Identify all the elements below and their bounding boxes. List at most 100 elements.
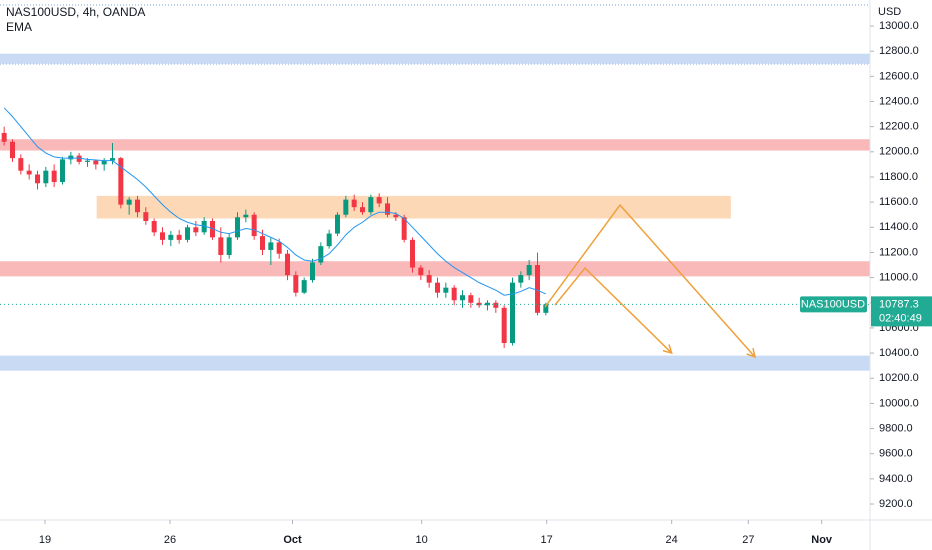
candle-body [285,253,290,276]
candle-body [268,242,274,250]
price-tag-countdown: 02:40:49 [879,312,922,324]
candle-body [326,233,332,247]
candle-body [10,141,15,159]
candle-body [26,170,32,175]
candle-body [351,199,357,208]
candle-body [235,217,240,238]
y-tick-label: 11200.0 [879,246,918,258]
candle-body [93,160,99,165]
x-tick-label: Oct [283,534,302,546]
x-tick-label: 19 [39,534,51,546]
candle-body [543,304,549,313]
candle-body [451,287,457,301]
zone [0,355,870,371]
candle-body [426,275,432,283]
candle-body [301,280,307,293]
x-tick-label: 17 [541,534,553,546]
candle-body [310,262,315,281]
y-tick-label: 12400.0 [879,95,919,107]
zone [0,139,870,151]
candle-body [143,212,149,222]
candle-body [485,302,490,306]
candle-body [468,295,474,303]
price-tag-name: NAS100USD [801,298,865,310]
arrow-head [746,348,757,359]
forecast-path [554,266,673,354]
candle-body [160,232,165,240]
y-tick-label: 11000.0 [879,272,918,284]
price-tag-name-bg [800,296,867,313]
candle-body [210,221,215,238]
price-tag-value: 10787.3 [879,298,919,310]
x-tick-label: 26 [164,534,176,546]
candle-body [243,214,249,218]
chart-title: NAS100USD, 4h, OANDA [6,5,145,19]
candle-body [218,237,224,255]
ema-line [3,107,547,296]
candle-body [51,170,57,183]
candle-body [385,203,390,215]
candle-body [126,199,132,205]
price-tag-bg [871,296,932,327]
candle-body [43,170,49,184]
x-tick-label: 24 [666,534,678,546]
candle-body [110,158,115,161]
y-tick-label: 13000.0 [879,20,919,32]
candle-body [185,227,190,240]
candle-body [260,236,265,250]
candle-body [443,287,449,293]
candle-body [60,159,65,183]
y-tick-label: 10200.0 [879,372,919,384]
candle-body [118,158,124,205]
candle-body [76,155,82,162]
y-tick-label: 9600.0 [879,448,913,460]
candle-body [393,214,399,218]
zones [0,53,870,371]
zone [96,195,731,219]
candle-body [226,237,232,255]
zone [0,53,870,64]
candle-body [343,199,349,215]
candle-body [518,275,524,283]
y-tick-label: 9400.0 [879,473,913,485]
candle-body [151,221,157,233]
candle-body [168,234,174,240]
y-tick-label: 10400.0 [879,347,919,359]
candle-body [460,295,465,301]
candle-body [201,221,207,233]
candle-body [510,282,515,344]
candle-body [401,217,407,240]
candle-body [368,197,374,213]
candle-body [276,242,282,254]
candle-body [360,207,365,213]
candle-body [293,275,299,293]
y-tick-label: 10000.0 [879,397,919,409]
candle-body [85,160,90,162]
x-tick-label: 10 [416,534,428,546]
plot [0,107,870,359]
y-tick-label: 11600.0 [879,196,918,208]
candle-body [35,174,40,184]
arrow-head [662,344,673,355]
candle-body [418,267,424,276]
y-tick-label: 12200.0 [879,121,919,133]
candle-body [101,160,107,165]
x-tick-label: 27 [742,534,754,546]
candle-body [493,302,499,308]
forecast-path [544,203,756,358]
candle-body [18,158,24,171]
candle-body [526,265,532,276]
candle-body [176,234,182,240]
y-tick-label: 12600.0 [879,70,919,82]
candle-body [251,214,257,237]
indicator-label: EMA [6,20,32,34]
candle-body [335,214,340,234]
y-tick-label: 9800.0 [879,422,913,434]
x-tick-label: Nov [811,534,833,546]
candle-body [1,132,7,142]
candle-body [410,239,415,268]
candle-body [376,197,382,204]
candle-body [476,302,482,306]
